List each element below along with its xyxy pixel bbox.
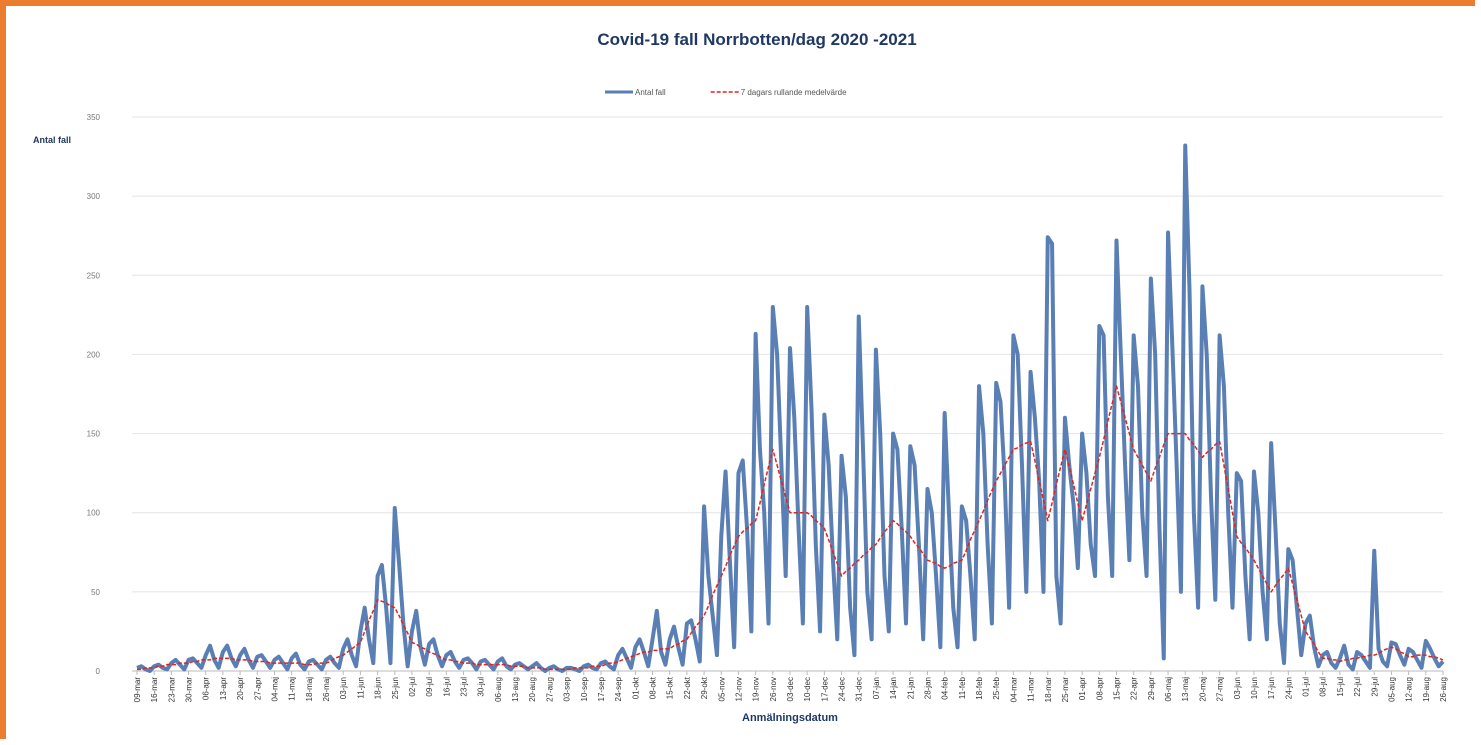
x-tick-label: 18-jun <box>374 677 383 699</box>
x-tick-label: 21-jan <box>906 677 915 699</box>
x-tick-label: 23-mar <box>167 677 176 703</box>
x-tick-label: 16-jul <box>442 677 451 697</box>
x-tick-label: 20-aug <box>528 677 537 702</box>
y-axis-label: Antal fall <box>33 135 71 145</box>
x-tick-label: 15-apr <box>1113 677 1122 700</box>
x-tick-label: 06-maj <box>1164 677 1173 702</box>
x-tick-label: 11-feb <box>958 676 967 699</box>
x-tick-label: 13-maj <box>1181 677 1190 702</box>
x-tick-label: 06-aug <box>494 677 503 702</box>
x-tick-label: 25-feb <box>992 676 1001 699</box>
x-tick-label: 01-okt <box>631 676 640 699</box>
x-tick-label: 29-okt <box>700 676 709 699</box>
x-tick-label: 07-jan <box>872 677 881 699</box>
x-tick-label: 30-jul <box>477 677 486 697</box>
x-tick-label: 03-jun <box>339 677 348 699</box>
x-tick-label: 09-jul <box>425 677 434 697</box>
x-tick-label: 06-apr <box>202 677 211 700</box>
x-tick-label: 11-jun <box>356 677 365 699</box>
x-tick-label: 04-mar <box>1009 677 1018 703</box>
x-tick-label: 03-dec <box>786 677 795 701</box>
y-tick-label: 300 <box>87 192 101 201</box>
x-tick-label: 27-maj <box>1216 677 1225 702</box>
x-tick-label: 02-jul <box>408 677 417 697</box>
x-axis-label: Anmälningsdatum <box>742 712 838 724</box>
x-tick-label: 05-nov <box>717 677 726 701</box>
x-tick-label: 19-nov <box>752 677 761 701</box>
x-tick-label: 30-mar <box>185 677 194 703</box>
x-tick-label: 26-nov <box>769 677 778 701</box>
x-tick-label: 18-feb <box>975 676 984 699</box>
legend-label: 7 dagars rullande medelvärde <box>741 88 847 97</box>
series-line <box>137 385 1444 671</box>
x-tick-label: 20-apr <box>236 677 245 700</box>
x-tick-label: 16-mar <box>150 677 159 703</box>
x-tick-label: 24-sep <box>614 676 623 701</box>
x-tick-label: 01-jul <box>1302 677 1311 697</box>
x-tick-label: 10-jun <box>1250 677 1259 699</box>
y-tick-label: 200 <box>87 350 101 359</box>
x-tick-label: 03-sep <box>563 676 572 701</box>
series-line <box>136 143 1445 673</box>
x-tick-label: 23-jul <box>460 677 469 697</box>
x-tick-label: 10-sep <box>580 676 589 701</box>
x-tick-label: 17-sep <box>597 676 606 701</box>
x-tick-label: 18-mar <box>1044 677 1053 703</box>
x-tick-label: 29-apr <box>1147 677 1156 700</box>
x-tick-label: 22-jul <box>1353 677 1362 697</box>
x-tick-label: 19-aug <box>1422 677 1431 702</box>
x-tick-label: 12-nov <box>734 677 743 701</box>
x-tick-label: 13-apr <box>219 677 228 700</box>
x-tick-label: 08-jul <box>1319 677 1328 697</box>
x-tick-label: 01-apr <box>1078 677 1087 700</box>
x-tick-label: 18-maj <box>305 677 314 702</box>
x-tick-label: 04-maj <box>270 677 279 702</box>
x-tick-label: 08-okt <box>649 676 658 699</box>
x-tick-label: 31-dec <box>855 677 864 701</box>
x-tick-label: 03-jun <box>1233 677 1242 699</box>
x-tick-label: 17-jun <box>1267 677 1276 699</box>
y-tick-label: 250 <box>87 271 101 280</box>
x-tick-label: 25-jun <box>391 677 400 699</box>
x-tick-label: 24-dec <box>838 677 847 701</box>
legend-label: Antal fall <box>635 88 666 97</box>
x-tick-label: 27-aug <box>545 677 554 702</box>
x-tick-label: 14-jan <box>889 677 898 699</box>
x-tick-label: 10-dec <box>803 677 812 701</box>
y-tick-label: 50 <box>91 588 100 597</box>
x-tick-label: 08-apr <box>1095 677 1104 700</box>
x-tick-label: 05-aug <box>1387 677 1396 702</box>
y-tick-label: 0 <box>96 667 101 676</box>
x-tick-label: 11-mar <box>1027 677 1036 702</box>
x-tick-label: 12-aug <box>1405 677 1414 702</box>
x-tick-label: 28-jan <box>923 677 932 699</box>
x-tick-label: 22-apr <box>1130 677 1139 700</box>
x-tick-label: 17-dec <box>820 677 829 701</box>
x-tick-label: 15-okt <box>666 676 675 699</box>
y-tick-label: 350 <box>87 113 101 122</box>
x-tick-label: 25-mar <box>1061 677 1070 703</box>
x-tick-label: 13-aug <box>511 677 520 702</box>
x-tick-label: 22-okt <box>683 676 692 699</box>
chart-title: Covid-19 fall Norrbotten/dag 2020 -2021 <box>597 30 916 49</box>
x-tick-label: 20-maj <box>1198 677 1207 702</box>
x-tick-label: 04-feb <box>941 676 950 699</box>
x-tick-label: 26-maj <box>322 677 331 702</box>
x-tick-label: 15-jul <box>1336 677 1345 697</box>
y-tick-label: 150 <box>87 430 101 439</box>
x-tick-label: 29-jul <box>1370 677 1379 697</box>
x-tick-label: 11-maj <box>288 677 297 701</box>
x-tick-label: 24-jun <box>1284 677 1293 699</box>
y-tick-label: 100 <box>87 509 101 518</box>
x-tick-label: 26-aug <box>1439 677 1448 702</box>
x-tick-label: 27-apr <box>253 677 262 700</box>
x-tick-label: 09-mar <box>133 677 142 703</box>
